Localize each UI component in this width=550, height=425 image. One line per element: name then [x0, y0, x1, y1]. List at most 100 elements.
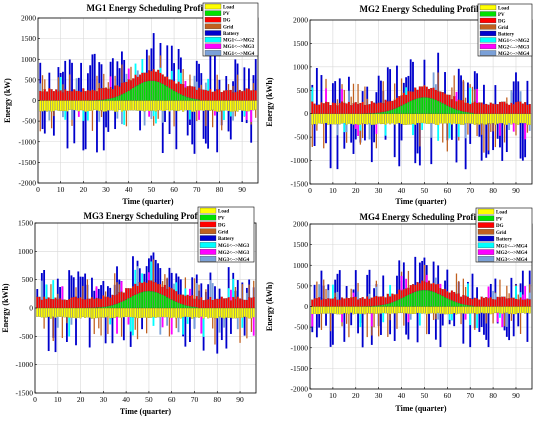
bar-exchange	[359, 125, 361, 131]
bar-load	[442, 114, 444, 124]
bar-grid	[433, 313, 434, 320]
bar-dg	[442, 92, 444, 103]
bar-load	[212, 101, 214, 110]
bar-dg	[330, 299, 332, 307]
bar-pv	[405, 103, 407, 114]
bar-dg	[311, 300, 313, 307]
bar-load	[241, 308, 243, 318]
legend-swatch	[480, 25, 496, 30]
bar-exchange	[160, 68, 162, 73]
bar-load	[166, 308, 168, 317]
bar-dg	[157, 70, 159, 82]
panel-title: MG2 Energy Scheduling Profile	[359, 4, 482, 14]
bar-pv	[164, 296, 166, 308]
legend-label: Load	[498, 6, 509, 11]
legend: LoadPVDGGridBatteryMG1<-->MG2MG2<-->MG3M…	[478, 4, 532, 57]
bar-pv	[196, 99, 198, 100]
bar-battery	[339, 270, 341, 300]
bar-pv	[430, 98, 432, 113]
bar-dg	[435, 284, 437, 292]
bar-load	[353, 307, 355, 315]
bar-load	[467, 307, 469, 314]
bar-grid	[465, 98, 466, 103]
bar-dg	[446, 291, 448, 298]
bar-exchange	[61, 286, 63, 299]
bar-dg	[164, 77, 166, 85]
bar-load	[69, 101, 71, 110]
bar-exchange	[508, 123, 510, 130]
bar-load	[442, 307, 444, 314]
bar-load	[396, 307, 398, 314]
bar-battery	[407, 76, 409, 91]
bar-load	[239, 101, 241, 110]
bar-dg	[442, 289, 444, 296]
bar-load	[143, 308, 145, 317]
y-tick-label: 0	[29, 304, 33, 313]
bar-dg	[350, 297, 352, 306]
bar-load	[337, 114, 339, 125]
bar-battery	[398, 123, 400, 166]
bar-load	[230, 101, 232, 112]
bar-dg	[114, 295, 116, 304]
bar-load	[497, 114, 499, 124]
bar-load	[119, 101, 121, 110]
bar-load	[214, 308, 216, 318]
bar-exchange	[357, 292, 359, 300]
bar-load	[444, 114, 446, 123]
bar-pv	[449, 107, 451, 114]
bar-grid	[253, 281, 254, 297]
bar-dg	[141, 73, 143, 83]
bar-load	[428, 307, 430, 314]
bar-grid	[387, 313, 388, 337]
bar-battery	[221, 318, 223, 340]
bar-exchange	[456, 92, 458, 101]
bar-grid	[62, 84, 63, 92]
bar-load	[234, 101, 236, 112]
bar-exchange	[228, 288, 230, 297]
bar-dg	[166, 77, 168, 87]
bar-grid	[148, 55, 149, 70]
bar-battery	[469, 124, 471, 144]
bar-load	[155, 101, 157, 112]
bar-pv	[430, 291, 432, 307]
bar-dg	[430, 284, 432, 291]
bar-exchange	[200, 317, 202, 334]
bar-load	[114, 101, 116, 112]
bar-grid	[116, 282, 117, 294]
bar-dg	[362, 297, 364, 306]
bar-load	[235, 308, 237, 318]
bar-exchange	[96, 286, 98, 298]
x-axis-label: Time (quarter)	[395, 404, 447, 413]
bar-grid	[75, 287, 76, 296]
bar-load	[428, 114, 430, 124]
bar-dg	[71, 298, 73, 308]
bar-grid	[92, 111, 93, 131]
bar-dg	[109, 298, 111, 306]
bar-battery	[80, 63, 82, 92]
bar-dg	[497, 297, 499, 307]
bar-dg	[472, 299, 474, 306]
bar-battery	[343, 313, 345, 342]
bar-load	[205, 101, 207, 111]
bar-dg	[357, 299, 359, 306]
legend-label: MG3<-->MG4	[496, 258, 528, 263]
bar-exchange	[524, 123, 526, 139]
bar-exchange	[205, 83, 207, 90]
bar-load	[460, 307, 462, 314]
bar-pv	[456, 110, 458, 114]
bar-load	[73, 308, 75, 318]
bar-battery	[494, 85, 496, 104]
bar-pv	[148, 291, 150, 308]
bar-dg	[128, 79, 130, 90]
bar-pv	[198, 100, 200, 101]
legend-swatch	[200, 215, 216, 220]
x-tick-label: 80	[214, 395, 222, 404]
bar-load	[513, 307, 515, 315]
bar-pv	[433, 292, 435, 307]
bar-pv	[446, 298, 448, 306]
bar-exchange	[355, 124, 357, 129]
bar-dg	[460, 297, 462, 304]
bar-dg	[350, 105, 352, 114]
bar-load	[100, 308, 102, 317]
